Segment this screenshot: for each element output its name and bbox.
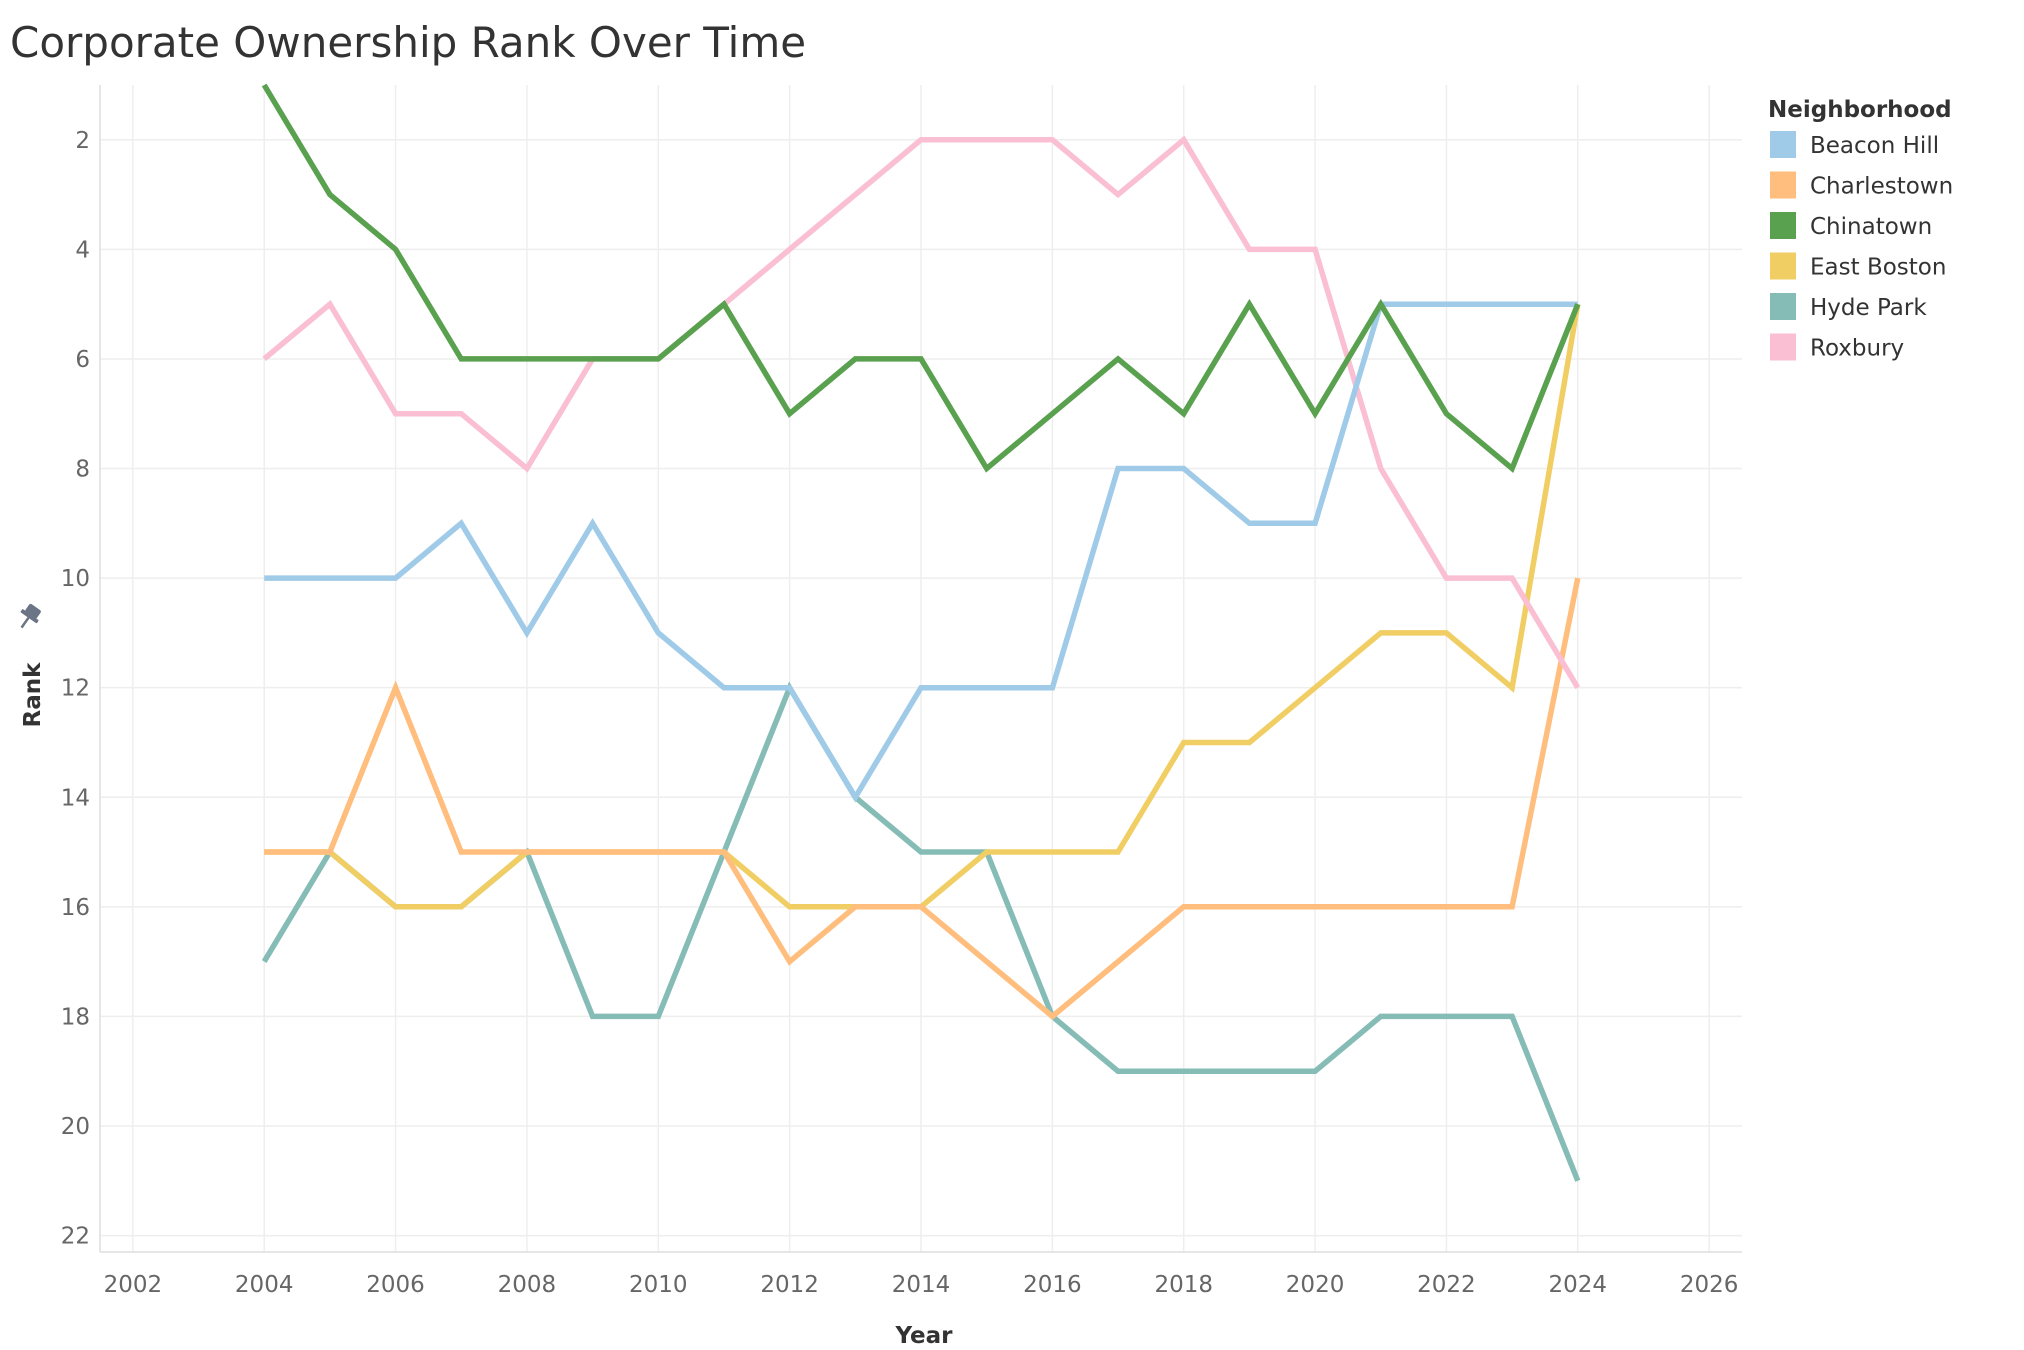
legend-item-charlestown[interactable]: Charlestown: [1770, 171, 1953, 200]
legend-swatch: [1770, 252, 1796, 280]
chart-title: Corporate Ownership Rank Over Time: [10, 18, 807, 67]
x-tick-label: 2002: [104, 1272, 163, 1298]
x-axis-ticks: 2002 2004 2006 2008 2010 2012 2014 2016 2018 2020…: [104, 1272, 1739, 1298]
legend-item-roxbury[interactable]: Roxbury: [1770, 333, 1904, 362]
legend-swatch: [1770, 131, 1796, 158]
series-layer: [261, 83, 1581, 1182]
y-tick-label: 22: [61, 1224, 90, 1250]
legend-label: Roxbury: [1810, 336, 1904, 362]
series-line-charlestown[interactable]: [264, 577, 1581, 1020]
legend-title: Neighborhood: [1768, 97, 1952, 123]
series-line-beacon-hill[interactable]: [264, 301, 1578, 803]
y-tick-label: 6: [75, 347, 90, 373]
legend-swatch: [1770, 293, 1796, 320]
legend-label: Charlestown: [1810, 174, 1953, 200]
x-tick-label: 2026: [1680, 1272, 1739, 1298]
y-axis-ticks: 2 4 6 8 10 12 14 16 18 20 22: [61, 128, 90, 1250]
x-tick-label: 2006: [366, 1272, 425, 1298]
y-tick-label: 2: [75, 128, 90, 154]
y-tick-label: 8: [75, 457, 90, 483]
legend-item-chinatown[interactable]: Chinatown: [1770, 212, 1932, 240]
x-tick-label: 2010: [629, 1272, 688, 1298]
legend-item-hyde-park[interactable]: Hyde Park: [1770, 293, 1927, 321]
y-tick-label: 14: [61, 785, 90, 811]
legend-items: Beacon Hill Charlestown Chinatown East Bost…: [1770, 131, 1953, 362]
x-tick-label: 2024: [1549, 1272, 1608, 1298]
x-tick-label: 2012: [760, 1272, 819, 1298]
y-tick-label: 18: [61, 1004, 90, 1030]
x-tick-label: 2018: [1154, 1272, 1213, 1298]
y-tick-label: 20: [61, 1114, 90, 1140]
legend-swatch: [1770, 333, 1796, 361]
x-tick-label: 2014: [892, 1272, 951, 1298]
y-tick-label: 4: [75, 237, 90, 263]
legend-swatch: [1770, 171, 1796, 199]
series-line-chinatown[interactable]: [261, 83, 1581, 474]
legend-item-beacon-hill[interactable]: Beacon Hill: [1770, 131, 1939, 159]
y-tick-label: 12: [61, 676, 90, 702]
x-tick-label: 2004: [235, 1272, 294, 1298]
x-tick-label: 2022: [1417, 1272, 1476, 1298]
legend-label: Chinatown: [1810, 214, 1932, 240]
pin-icon[interactable]: [13, 601, 44, 633]
y-tick-label: 10: [61, 566, 90, 592]
grid-layer: [99, 85, 1742, 1253]
x-tick-label: 2008: [498, 1272, 557, 1298]
legend-label: Hyde Park: [1810, 295, 1927, 321]
series-line-roxbury[interactable]: [262, 135, 1581, 690]
y-axis-title: Rank: [20, 662, 46, 728]
legend-label: East Boston: [1810, 255, 1946, 281]
x-tick-label: 2020: [1286, 1272, 1345, 1298]
legend-label: Beacon Hill: [1810, 133, 1939, 159]
y-tick-label: 16: [61, 895, 90, 921]
legend-swatch: [1770, 212, 1796, 239]
legend-item-east-boston[interactable]: East Boston: [1770, 252, 1946, 281]
x-axis-title: Year: [894, 1323, 953, 1349]
y-axis-title-group: Rank: [20, 662, 46, 728]
x-tick-label: 2016: [1023, 1272, 1082, 1298]
legend: Neighborhood Beacon Hill Charlestown China…: [1768, 97, 1953, 362]
